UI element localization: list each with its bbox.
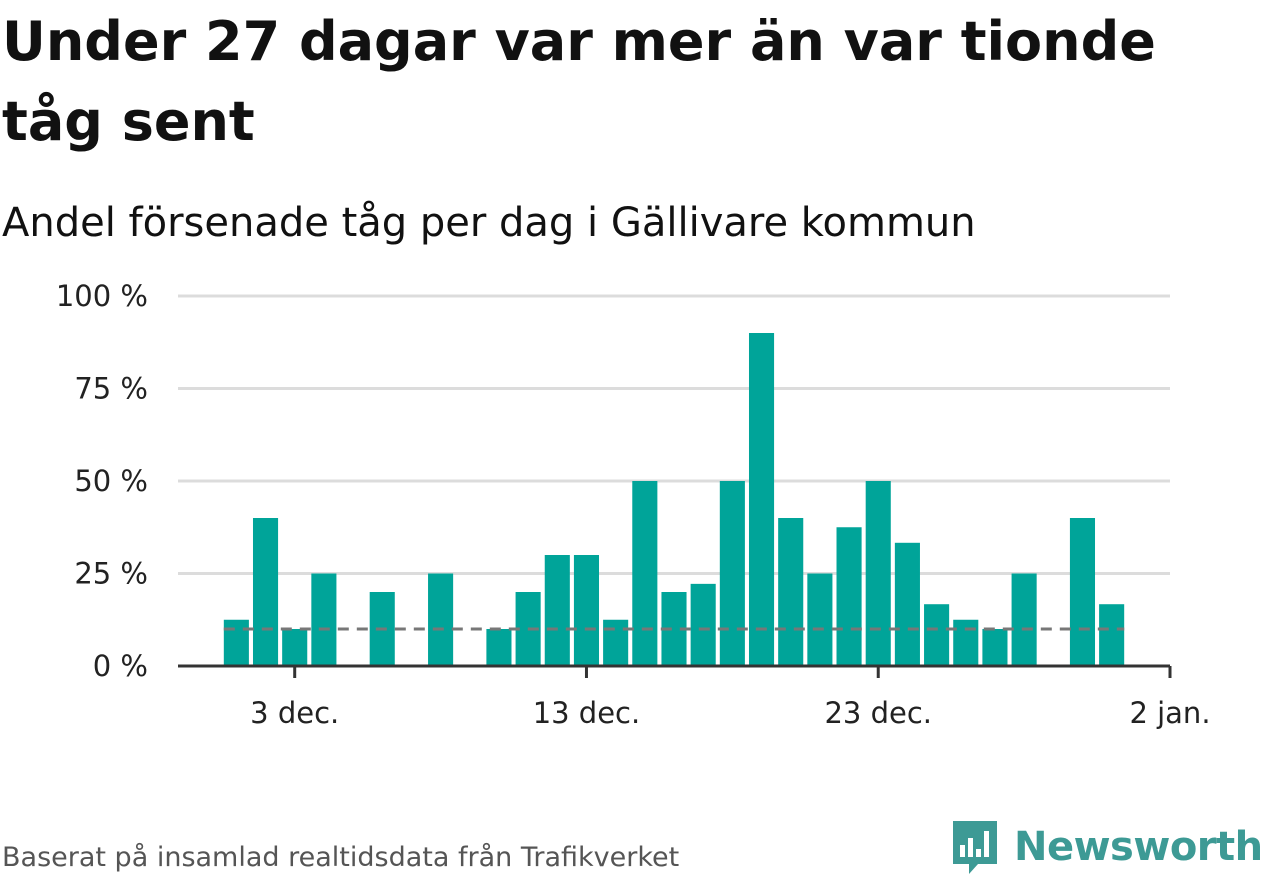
bars bbox=[223, 333, 1125, 666]
gridlines bbox=[178, 294, 1170, 575]
bar bbox=[311, 573, 337, 666]
brand-name: Newsworthy bbox=[1014, 824, 1262, 870]
bar bbox=[865, 481, 891, 666]
bar bbox=[282, 629, 308, 666]
bar bbox=[544, 555, 570, 666]
x-tick-label: 13 dec. bbox=[533, 696, 641, 730]
bar bbox=[924, 604, 950, 666]
x-tick-label: 3 dec. bbox=[250, 696, 339, 730]
bar bbox=[748, 333, 775, 666]
bar bbox=[252, 518, 279, 666]
y-tick-label: 75 % bbox=[74, 372, 148, 406]
bar bbox=[1011, 573, 1037, 666]
bar bbox=[953, 619, 979, 666]
chart-subtitle: Andel försenade tåg per dag i Gällivare … bbox=[2, 200, 976, 246]
bar bbox=[1069, 518, 1096, 666]
bar bbox=[632, 481, 658, 666]
bar-chart: 0 % 25 % 50 % 75 % 100 % 3 dec. 13 dec. 23 dec… bbox=[56, 279, 1211, 730]
x-axis bbox=[178, 664, 1172, 678]
bar bbox=[836, 527, 862, 666]
brand-logo-group: Newsworthy bbox=[950, 818, 1262, 876]
y-axis-labels: 0 % 25 % 50 % 75 % 100 % bbox=[56, 279, 148, 683]
y-tick-label: 100 % bbox=[56, 279, 148, 313]
x-axis-labels: 3 dec. 13 dec. 23 dec. 2 jan. bbox=[250, 696, 1210, 730]
bar bbox=[894, 542, 920, 666]
bar bbox=[690, 583, 716, 666]
bar bbox=[428, 573, 454, 666]
bar bbox=[573, 555, 600, 666]
bar bbox=[603, 619, 629, 666]
bar bbox=[807, 573, 833, 666]
bar bbox=[486, 629, 512, 666]
x-tick-label: 23 dec. bbox=[824, 696, 932, 730]
x-tick-label: 2 jan. bbox=[1129, 696, 1210, 730]
y-tick-label: 25 % bbox=[74, 557, 148, 591]
bar bbox=[778, 518, 804, 666]
bar bbox=[1099, 604, 1125, 666]
newsworthy-logo-icon bbox=[953, 821, 997, 874]
chart-title: Under 27 dagar var mer än var tionde tåg… bbox=[2, 10, 1156, 153]
bar bbox=[719, 481, 745, 666]
y-tick-label: 0 % bbox=[93, 649, 148, 683]
y-tick-label: 50 % bbox=[74, 464, 148, 498]
bar bbox=[223, 619, 249, 666]
source-note: Baserat på insamlad realtidsdata från Tr… bbox=[2, 842, 680, 873]
bar bbox=[982, 629, 1008, 666]
